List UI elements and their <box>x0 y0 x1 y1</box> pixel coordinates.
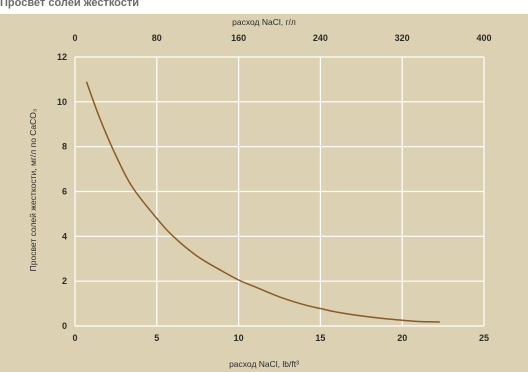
top-tick-label-1: 80 <box>152 33 162 43</box>
top-tick-label-3: 240 <box>313 33 328 43</box>
top-tick-label-4: 320 <box>395 33 410 43</box>
top-tick-label-0: 0 <box>72 33 77 43</box>
y-tick-label-0: 0 <box>62 321 67 331</box>
top-axis-ticks: 0 80 160 240 320 400 <box>72 33 491 43</box>
y-axis-label: Просвет солей жесткости, мг/л по CaCO₃ <box>28 109 38 272</box>
page-header: Просвет солей жесткости <box>0 0 528 10</box>
top-axis-label: расход NaCl, г/л <box>232 17 296 27</box>
grid <box>74 56 485 327</box>
y-tick-label-4: 8 <box>62 142 67 152</box>
hardness-breakthrough-chart: 0 5 10 15 20 25 0 80 160 240 320 400 0 2 4 6 8 10 12 рас… <box>28 17 492 369</box>
y-tick-label-3: 6 <box>62 187 67 197</box>
series-line <box>85 81 440 323</box>
x-axis-label: расход NaCl, lb/ft³ <box>229 359 299 369</box>
y-tick-label-6: 12 <box>57 52 67 62</box>
y-tick-label-2: 4 <box>62 231 67 241</box>
x-tick-label-5: 25 <box>479 333 489 343</box>
top-tick-label-2: 160 <box>231 33 246 43</box>
y-tick-label-5: 10 <box>57 97 67 107</box>
x-tick-label-3: 15 <box>315 333 325 343</box>
y-axis-ticks: 0 2 4 6 8 10 12 <box>57 52 67 331</box>
x-tick-label-4: 20 <box>397 333 407 343</box>
y-tick-label-1: 2 <box>62 276 67 286</box>
chart-panel: 0 5 10 15 20 25 0 80 160 240 320 400 0 2 4 6 8 10 12 рас… <box>0 14 528 372</box>
header-caption: Просвет солей жесткости <box>0 0 140 9</box>
x-tick-label-0: 0 <box>72 333 77 343</box>
x-axis-ticks: 0 5 10 15 20 25 <box>72 333 489 343</box>
x-tick-label-1: 5 <box>154 333 159 343</box>
top-tick-label-5: 400 <box>476 33 491 43</box>
x-tick-label-2: 10 <box>234 333 244 343</box>
